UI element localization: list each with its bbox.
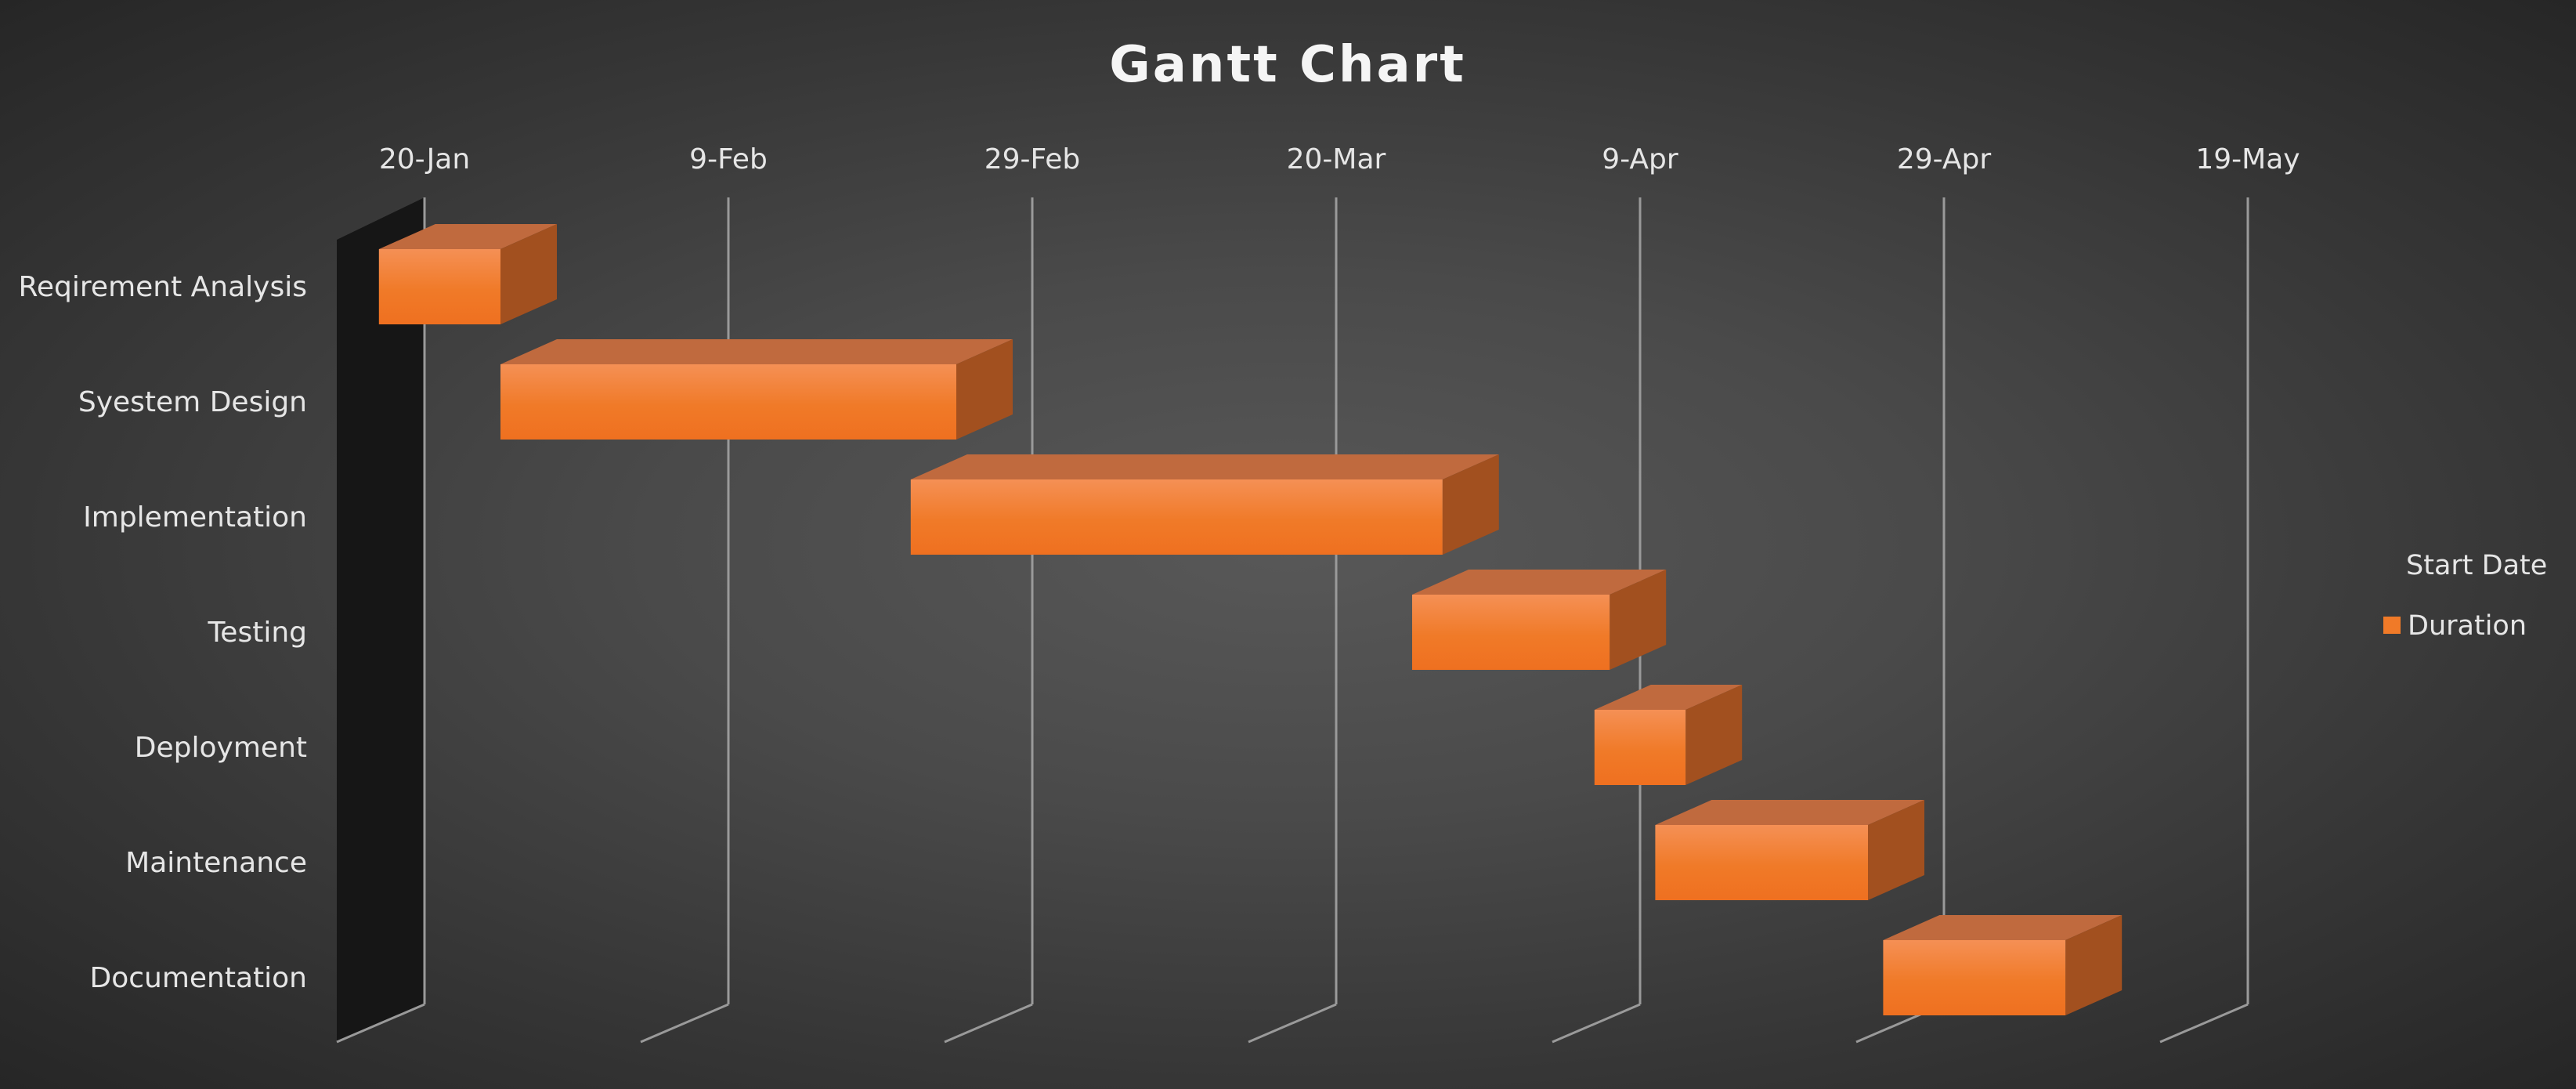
x-tick-label-19-may: 19-May — [2195, 143, 2300, 175]
floor-line-9-apr — [1552, 1003, 1641, 1044]
floor-line-20-jan — [336, 1003, 425, 1044]
x-tick-label-29-feb: 29-Feb — [985, 143, 1081, 175]
bar-front-face — [1594, 710, 1686, 785]
bar-side-face — [956, 339, 1013, 440]
bar-top-face — [1412, 570, 1667, 595]
bar-side-face — [1610, 570, 1667, 670]
bar-front-face — [500, 364, 956, 440]
bar-deployment — [1594, 685, 1743, 785]
bars — [378, 224, 2123, 1015]
category-label-documentation: Documentation — [89, 962, 307, 994]
floor-line-9-feb — [640, 1003, 729, 1044]
category-label-reqirement-analysis: Reqirement Analysis — [19, 271, 307, 303]
bar-side-face — [2065, 915, 2123, 1015]
bar-top-face — [910, 454, 1499, 479]
x-tick-label-9-feb: 9-Feb — [689, 143, 768, 175]
x-tick-label-9-apr: 9-Apr — [1602, 143, 1678, 175]
bar-top-face — [1594, 685, 1743, 710]
x-tick-label-20-jan: 20-Jan — [379, 143, 470, 175]
category-label-testing: Testing — [207, 617, 307, 649]
legend-label-duration: Duration — [2408, 610, 2527, 642]
chart-title: Gantt Chart — [1109, 36, 1466, 94]
x-axis-ticks: 20-Jan 9-Feb 29-Feb 20-Mar 9-Apr 29-Apr 19-May — [379, 143, 2300, 175]
bar-maintenance — [1655, 800, 1924, 900]
category-label-syestem-design: Syestem Design — [78, 386, 307, 418]
bar-front-face — [1883, 940, 2066, 1015]
bar-side-face — [1685, 685, 1743, 785]
bar-implementation — [910, 454, 1499, 555]
bar-side-face — [1868, 800, 1924, 900]
bar-front-face — [1655, 825, 1868, 900]
category-label-maintenance: Maintenance — [125, 847, 307, 879]
bar-reqirement-analysis — [378, 224, 557, 324]
bar-syestem-design — [500, 339, 1013, 440]
chart-back-wall — [337, 197, 425, 1042]
floor-line-29-feb — [944, 1003, 1033, 1044]
category-label-deployment: Deployment — [135, 732, 307, 764]
floor-line-20-mar — [1248, 1003, 1337, 1044]
bar-front-face — [910, 479, 1443, 555]
legend-swatch-duration — [2383, 617, 2401, 634]
bar-top-face — [500, 339, 1013, 364]
bar-side-face — [1442, 454, 1499, 555]
bar-front-face — [1412, 595, 1610, 670]
bar-top-face — [1883, 915, 2123, 940]
x-tick-label-29-apr: 29-Apr — [1897, 143, 1991, 175]
category-label-implementation: Implementation — [83, 501, 307, 534]
legend: Start Date Duration — [2383, 550, 2547, 642]
legend-label-start-date: Start Date — [2406, 550, 2547, 581]
bar-documentation — [1883, 915, 2123, 1015]
bar-side-face — [500, 224, 557, 324]
bar-top-face — [378, 224, 557, 249]
bar-top-face — [1655, 800, 1924, 825]
floor-line-19-may — [2159, 1003, 2249, 1044]
bar-front-face — [378, 249, 500, 324]
category-axis: Reqirement Analysis Syestem Design Impleme… — [19, 271, 307, 994]
x-tick-label-20-mar: 20-Mar — [1287, 143, 1386, 175]
bar-testing — [1412, 570, 1667, 670]
